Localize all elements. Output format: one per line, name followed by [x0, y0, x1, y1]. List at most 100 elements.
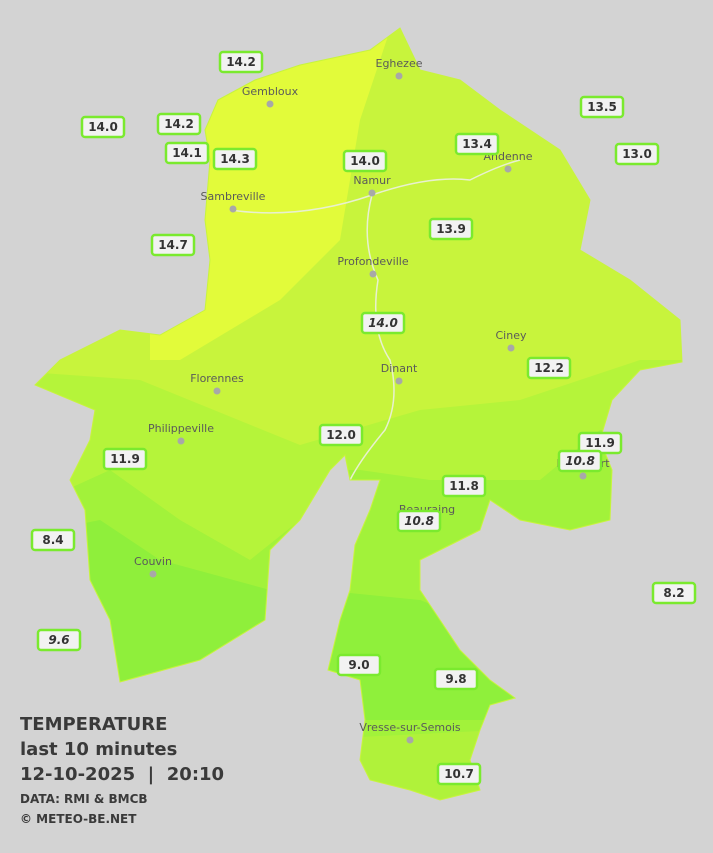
station-value: 14.0: [88, 120, 118, 134]
station-label: 13.9: [428, 217, 474, 241]
station-box: [396, 509, 442, 533]
station-value: 9.8: [445, 672, 466, 686]
station-value: 11.9: [110, 452, 140, 466]
city-dot: [149, 570, 157, 578]
station-label: 10.7: [436, 762, 482, 786]
station-label: 11.9: [577, 431, 623, 455]
city-dot: [177, 437, 185, 445]
city-dot: [369, 270, 377, 278]
station-box: [30, 528, 76, 552]
station-box: [651, 581, 697, 605]
station-label: 14.2: [156, 112, 202, 136]
station-value: 13.0: [622, 147, 652, 161]
station-value: 9.0: [348, 658, 369, 672]
station-label: 8.4: [30, 528, 76, 552]
station-label: 14.0: [80, 115, 126, 139]
city-dot: [507, 344, 515, 352]
city-dot: [266, 100, 274, 108]
station-label: 13.0: [614, 142, 660, 166]
city-name: Namur: [353, 174, 391, 187]
cities: EghezeeGemblouxAndenneNamurSambrevillePr…: [134, 57, 610, 744]
station-label: 14.0: [342, 149, 388, 173]
legend-period: last 10 minutes: [20, 739, 177, 760]
station-value: 13.5: [587, 100, 617, 114]
city-name: Sambreville: [201, 190, 266, 203]
station-value: 9.6: [48, 633, 69, 647]
city-name: Couvin: [134, 555, 172, 568]
station-box: [526, 356, 572, 380]
station-label: 12.0: [318, 423, 364, 447]
city-dot: [368, 189, 376, 197]
station-box: [102, 447, 148, 471]
city-name: Gembloux: [242, 85, 299, 98]
station-box: [360, 311, 406, 335]
station-box: [441, 474, 487, 498]
legend-datetime: 12-10-2025 | 20:10: [20, 764, 224, 785]
station-box: [614, 142, 660, 166]
station-value: 14.2: [226, 55, 256, 69]
station-value: 14.0: [350, 154, 380, 168]
city-dot: [213, 387, 221, 395]
station-value: 13.4: [462, 137, 492, 151]
station-box: [80, 115, 126, 139]
station-value: 12.2: [534, 361, 564, 375]
station-value: 10.8: [404, 514, 434, 528]
city-name: Vresse-sur-Semois: [359, 721, 461, 734]
station-label: 14.7: [150, 233, 196, 257]
legend-copyright: © METEO-BE.NET: [20, 812, 137, 826]
city-name: Eghezee: [376, 57, 423, 70]
station-value: 10.7: [444, 767, 474, 781]
city-dot: [229, 205, 237, 213]
station-label: 13.5: [579, 95, 625, 119]
station-label: 13.4: [454, 132, 500, 156]
station-box: [336, 653, 382, 677]
station-value: 14.7: [158, 238, 188, 252]
legend: TEMPERATURE last 10 minutes 12-10-2025 |…: [20, 714, 224, 826]
city-name: Profondeville: [337, 255, 408, 268]
station-value: 14.0: [368, 316, 398, 330]
station-box: [454, 132, 500, 156]
station-value: 12.0: [326, 428, 356, 442]
station-value: 11.8: [449, 479, 479, 493]
city-name: Ciney: [496, 329, 527, 342]
station-label: 14.2: [218, 50, 264, 74]
station-label: 12.2: [526, 356, 572, 380]
station-box: [428, 217, 474, 241]
station-label: 14.0: [360, 311, 406, 335]
station-box: [342, 149, 388, 173]
station-label: 9.6: [36, 628, 82, 652]
station-value: 14.2: [164, 117, 194, 131]
station-value: 10.8: [565, 454, 595, 468]
station-value: 11.9: [585, 436, 615, 450]
city-name: Philippeville: [148, 422, 214, 435]
station-label: 10.8: [557, 449, 603, 473]
station-box: [164, 141, 210, 165]
station-label: 10.8: [396, 509, 442, 533]
station-label: 11.8: [441, 474, 487, 498]
station-label: 9.8: [433, 667, 479, 691]
station-label: 14.3: [212, 147, 258, 171]
station-value: 8.4: [42, 533, 63, 547]
city-dot: [395, 377, 403, 385]
station-value: 14.3: [220, 152, 250, 166]
station-box: [436, 762, 482, 786]
city-dot: [395, 72, 403, 80]
station-box: [579, 95, 625, 119]
station-box: [433, 667, 479, 691]
station-box: [318, 423, 364, 447]
station-label: 9.0: [336, 653, 382, 677]
station-box: [150, 233, 196, 257]
legend-source: DATA: RMI & BMCB: [20, 792, 148, 806]
station-value: 14.1: [172, 146, 202, 160]
station-value: 13.9: [436, 222, 466, 236]
station-box: [36, 628, 82, 652]
station-label: 8.2: [651, 581, 697, 605]
station-value: 8.2: [663, 586, 684, 600]
station-box: [156, 112, 202, 136]
city-dot: [406, 736, 414, 744]
station-box: [557, 449, 603, 473]
station-label: 14.1: [164, 141, 210, 165]
city-dot: [579, 472, 587, 480]
city-name: Florennes: [190, 372, 244, 385]
